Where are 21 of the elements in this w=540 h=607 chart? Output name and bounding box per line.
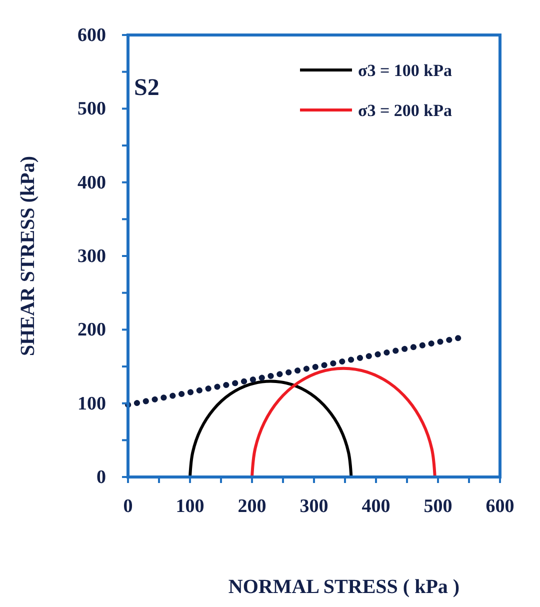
y-tick-label: 500 — [78, 98, 106, 120]
legend-label: σ3 = 100 kPa — [358, 61, 453, 80]
y-tick-label: 200 — [78, 320, 106, 341]
y-tick-label: 0 — [96, 467, 106, 488]
y-axis-title: SHEAR STRESS (kPa) — [17, 156, 39, 356]
y-tick-label: 100 — [78, 393, 106, 414]
legend-label: σ3 = 200 kPa — [358, 101, 453, 120]
annotation: S2 — [134, 75, 160, 101]
x-tick-label: 500 — [424, 496, 452, 517]
x-tick-label: 100 — [176, 496, 204, 517]
y-tick-label: 400 — [78, 172, 106, 194]
x-tick-label: 200 — [238, 496, 266, 517]
x-axis-title: NORMAL STRESS ( kPa ) — [228, 576, 460, 598]
x-tick-label: 400 — [362, 496, 390, 517]
y-tick-label: 300 — [78, 246, 106, 267]
x-tick-label: 0 — [123, 496, 133, 517]
x-tick-label: 600 — [486, 496, 514, 517]
line-series — [250, 366, 436, 478]
x-tick-label: 300 — [300, 496, 328, 517]
line-series — [188, 380, 353, 478]
y-tick-label: 600 — [78, 25, 106, 46]
